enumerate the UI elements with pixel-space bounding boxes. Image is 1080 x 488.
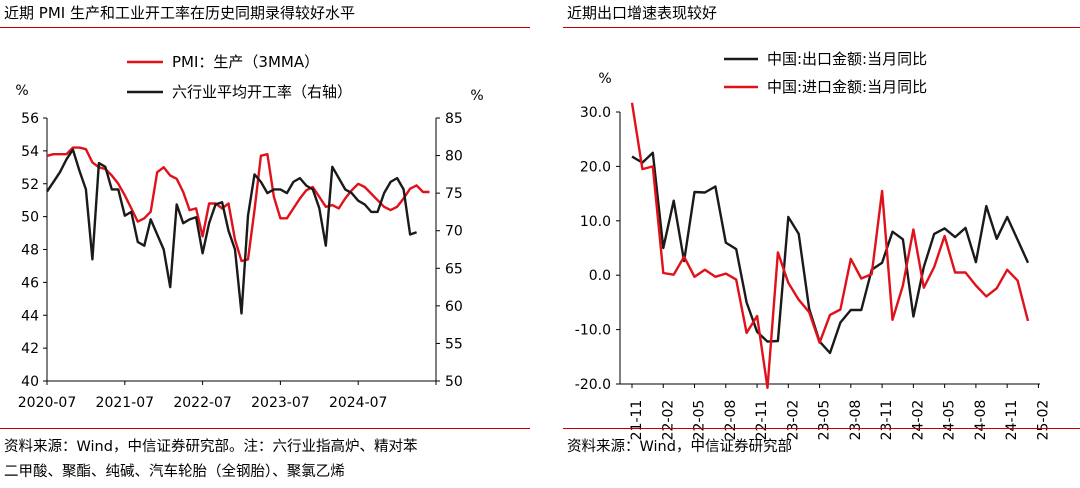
six-industry-utilization-line — [46, 148, 418, 315]
x-tick-label: 25-02 — [1035, 400, 1051, 441]
x-tick-label: 2023-07 — [251, 395, 310, 411]
x-tick-label: 2020-07 — [18, 395, 77, 411]
right-y-unit: % — [470, 88, 483, 104]
right-panel-title: 近期出口增速表现较好 — [567, 4, 718, 22]
left-panel-title: 近期 PMI 生产和工业开工率在历史同期录得较好水平 — [4, 4, 355, 22]
y-unit: % — [598, 71, 611, 87]
right-y-tick-label: 70 — [445, 224, 463, 240]
x-tick-label: 24-11 — [1004, 400, 1020, 441]
left-y-tick-label: 50 — [21, 210, 39, 226]
left-source-line-2: 二甲酸、聚酯、纯碱、汽车轮胎（全钢胎）、聚氯乙烯 — [4, 464, 345, 480]
left-y-tick-label: 56 — [21, 111, 39, 127]
x-tick-label: 23-08 — [848, 400, 864, 441]
x-tick-label: 22-05 — [692, 400, 708, 441]
legend-utilization-label: 六行业平均开工率（右轴） — [172, 83, 352, 101]
import-yoy-line — [630, 102, 1030, 389]
x-tick-label: 23-05 — [817, 400, 833, 441]
legend-pmi-label: PMI：生产（3MMA） — [172, 53, 319, 71]
x-tick-label: 2024-07 — [329, 395, 388, 411]
legend-export-label: 中国:出口金额:当月同比 — [767, 50, 927, 68]
left-y-tick-label: 42 — [21, 341, 39, 357]
x-tick-label: 22-11 — [754, 400, 770, 441]
x-tick-label: 22-02 — [660, 400, 676, 441]
x-tick-label: 2022-07 — [173, 395, 232, 411]
right-chart: 30.0 20.0 10.0 0.0 -10.0 -20.0% 21-11 22-02 22-0… — [575, 50, 1052, 440]
right-y-tick-label: 65 — [445, 261, 463, 277]
left-y-tick-label: 52 — [21, 177, 39, 193]
right-y-tick-label: 60 — [445, 299, 463, 315]
x-tick-label: 24-05 — [942, 400, 958, 441]
right-title-rule — [563, 27, 1080, 28]
right-source-rule — [563, 428, 1080, 429]
y-tick-label: -10.0 — [575, 323, 611, 339]
pmi-production-line — [46, 146, 430, 263]
right-y-tick-label: 55 — [445, 336, 463, 352]
left-y-unit: % — [15, 83, 28, 99]
y-tick-label: 0.0 — [589, 268, 611, 284]
left-y-tick-label: 44 — [21, 308, 39, 324]
left-chart: 40 42 44 46 48 50 52 54 56 50 55 60 65 70 75 80 85% % 2020… — [15, 53, 483, 411]
x-tick-label: 24-08 — [973, 400, 989, 441]
left-y-tick-label: 48 — [21, 243, 39, 259]
right-y-tick-label: 75 — [445, 186, 463, 202]
y-tick-label: -20.0 — [575, 377, 611, 393]
x-tick-label: 2021-07 — [96, 395, 155, 411]
legend-import-label: 中国:进口金额:当月同比 — [767, 78, 927, 96]
x-tick-label: 21-11 — [629, 400, 645, 441]
right-y-tick-label: 85 — [445, 111, 463, 127]
right-source: 资料来源：Wind，中信证券研究部 — [567, 439, 792, 455]
left-source-rule — [0, 428, 530, 429]
left-y-tick-label: 40 — [21, 374, 39, 390]
x-tick-label: 22-08 — [723, 400, 739, 441]
export-yoy-line — [631, 151, 1030, 355]
y-tick-label: 10.0 — [580, 214, 611, 230]
x-tick-label: 23-02 — [785, 400, 801, 441]
y-tick-label: 30.0 — [580, 105, 611, 121]
x-tick-label: 24-02 — [910, 400, 926, 441]
x-tick-label: 23-11 — [879, 400, 895, 441]
left-title-rule — [0, 27, 530, 28]
right-y-tick-label: 50 — [445, 374, 463, 390]
y-tick-label: 20.0 — [580, 159, 611, 175]
left-y-tick-label: 54 — [21, 144, 39, 160]
left-source-line-1: 资料来源：Wind，中信证券研究部。注：六行业指高炉、精对苯 — [4, 439, 418, 455]
right-y-tick-label: 80 — [445, 149, 463, 165]
left-y-tick-label: 46 — [21, 275, 39, 291]
